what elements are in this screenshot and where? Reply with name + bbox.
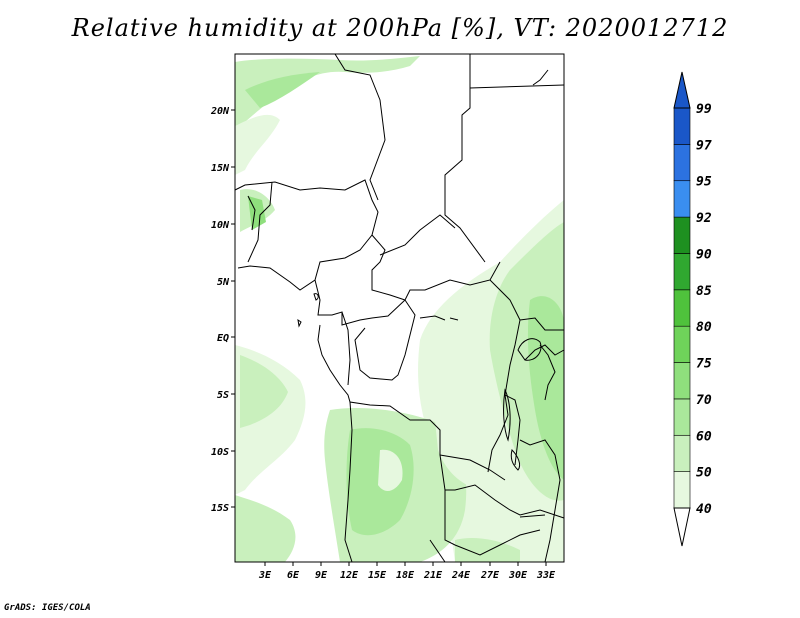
lat-label: EQ xyxy=(217,333,229,344)
colorbar-box xyxy=(673,325,691,363)
lat-label: 5N xyxy=(217,277,230,288)
colorbar-label: 40 xyxy=(696,502,712,517)
colorbar: 40 50 60 70 75 80 85 90 92 95 97 99 xyxy=(673,71,712,547)
colorbar-label: 60 xyxy=(696,429,712,444)
colorbar-box xyxy=(673,398,691,436)
lon-label: 9E xyxy=(315,570,328,581)
lakes xyxy=(297,293,546,518)
colorbar-upper-arrow xyxy=(673,71,691,109)
colorbar-box xyxy=(673,216,691,254)
lon-label: 12E xyxy=(340,570,359,581)
lat-label: 10N xyxy=(211,220,230,231)
lat-label: 5S xyxy=(217,390,229,401)
colorbar-box xyxy=(673,144,691,182)
colorbar-label: 97 xyxy=(696,138,712,153)
colorbar-label: 50 xyxy=(696,466,712,481)
map-frame xyxy=(234,53,565,563)
lat-labels: 20N 15N 10N 5N EQ 5S 10S 15S xyxy=(210,106,230,514)
colorbar-box xyxy=(673,471,691,509)
colorbar-box xyxy=(673,253,691,291)
lat-label: 10S xyxy=(211,447,229,458)
colorbar-label: 70 xyxy=(696,393,712,408)
lat-label: 15N xyxy=(211,163,230,174)
axis-ticks xyxy=(231,109,547,566)
country-borders xyxy=(234,53,565,563)
lon-label: 15E xyxy=(368,570,387,581)
colorbar-label: 80 xyxy=(696,320,712,335)
colorbar-label: 92 xyxy=(696,211,712,226)
colorbar-lower-arrow xyxy=(673,507,691,547)
lon-label: 6E xyxy=(287,570,300,581)
lon-label: 18E xyxy=(396,570,415,581)
colorbar-label: 99 xyxy=(696,102,712,117)
lat-label: 15S xyxy=(211,503,229,514)
lon-label: 24E xyxy=(451,570,471,581)
grads-credit: GrADS: IGES/COLA xyxy=(4,603,91,613)
lon-label: 3E xyxy=(258,570,272,581)
lon-label: 30E xyxy=(508,570,528,581)
lat-label: 20N xyxy=(210,106,230,117)
map-title: Relative humidity at 200hPa [%], VT: 202… xyxy=(71,14,729,42)
colorbar-label: 85 xyxy=(696,284,712,299)
lon-label: 33E xyxy=(536,570,556,581)
colorbar-label: 90 xyxy=(696,247,712,262)
colorbar-label: 75 xyxy=(696,357,712,372)
lon-labels: 3E 6E 9E 12E 15E 18E 21E 24E 27E 30E 33E xyxy=(258,570,556,581)
colorbar-box xyxy=(673,107,691,145)
map-panel: 20N 15N 10N 5N EQ 5S 10S 15S 3E 6E 9E 12… xyxy=(210,53,565,581)
colorbar-box xyxy=(673,180,691,218)
colorbar-label: 95 xyxy=(696,175,712,190)
colorbar-box xyxy=(673,362,691,400)
lon-label: 21E xyxy=(423,570,443,581)
colorbar-box xyxy=(673,434,691,472)
humidity-shading xyxy=(235,56,564,562)
colorbar-box xyxy=(673,289,691,327)
lon-label: 27E xyxy=(480,570,500,581)
